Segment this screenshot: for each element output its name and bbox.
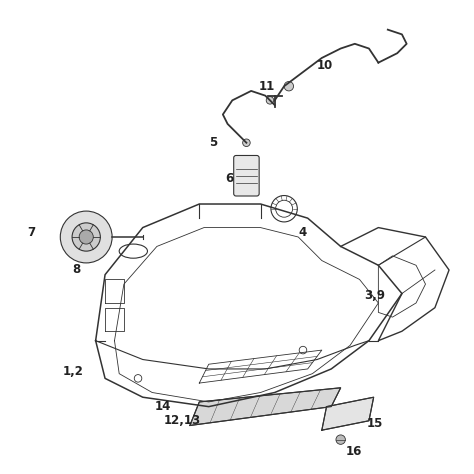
Circle shape <box>79 230 93 244</box>
Text: 7: 7 <box>27 226 36 239</box>
Text: 15: 15 <box>366 417 383 429</box>
Polygon shape <box>322 397 374 430</box>
Text: 3,9: 3,9 <box>364 290 385 302</box>
Text: 6: 6 <box>225 172 234 184</box>
Text: 1,2: 1,2 <box>63 365 83 378</box>
Text: 10: 10 <box>317 58 333 72</box>
FancyBboxPatch shape <box>234 155 259 196</box>
Circle shape <box>266 97 274 104</box>
Circle shape <box>72 223 100 251</box>
Circle shape <box>60 211 112 263</box>
Circle shape <box>336 435 346 444</box>
Text: 14: 14 <box>155 400 171 413</box>
Text: 5: 5 <box>209 136 217 149</box>
Circle shape <box>284 82 293 91</box>
Text: 8: 8 <box>72 264 80 276</box>
Polygon shape <box>190 388 341 426</box>
Circle shape <box>243 139 250 146</box>
Text: 12,13: 12,13 <box>164 414 201 427</box>
Text: 16: 16 <box>346 445 362 458</box>
Text: 4: 4 <box>298 226 307 239</box>
Text: 11: 11 <box>258 80 274 93</box>
